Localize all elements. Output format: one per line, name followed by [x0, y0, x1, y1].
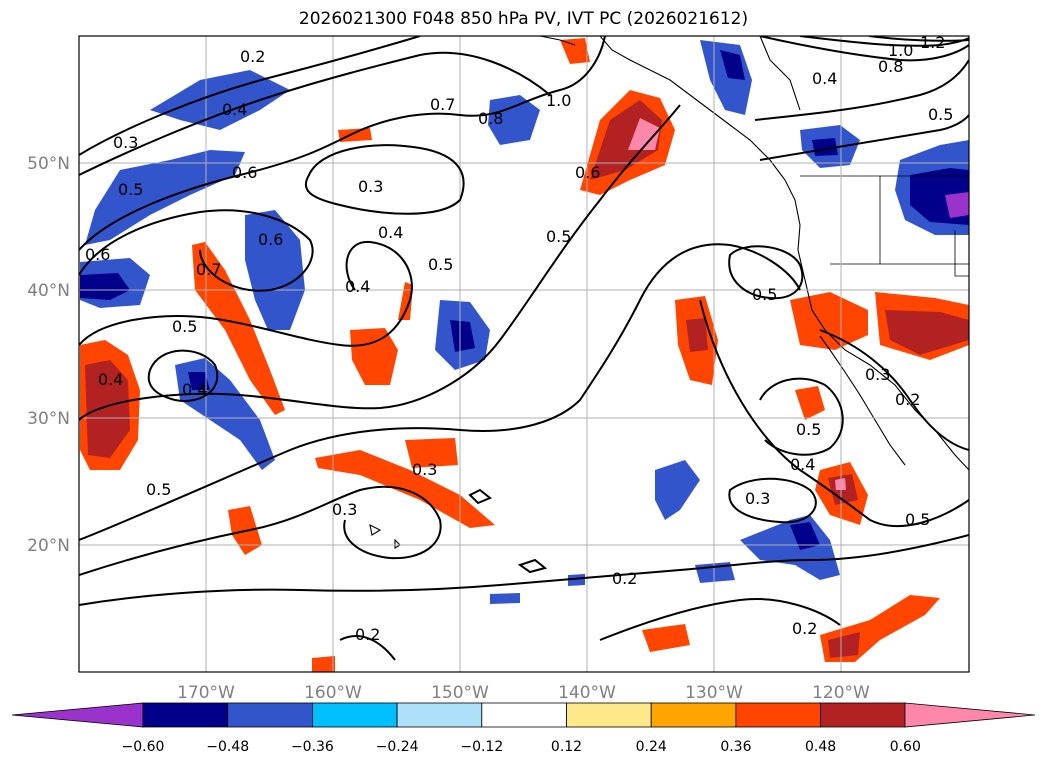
contour-label: 0.5	[752, 285, 777, 304]
contour-label: 0.5	[146, 480, 171, 499]
contour-label: 0.6	[575, 163, 600, 182]
latitude-axis: 50°N 40°N 30°N 20°N	[27, 154, 70, 556]
contour-label: 0.5	[796, 420, 821, 439]
contour-label: 0.4	[378, 223, 403, 242]
lat-tick-label: 50°N	[27, 154, 70, 174]
colorbar-segment	[227, 702, 313, 728]
contour-label: 0.4	[98, 370, 123, 389]
contour-label: 0.5	[546, 227, 571, 246]
contour-label: 0.5	[928, 105, 953, 124]
colorbar-tick-label: 0.12	[551, 739, 582, 755]
lon-tick-label: 150°W	[431, 683, 489, 703]
lat-tick-label: 40°N	[27, 281, 70, 301]
contour-label: 0.7	[196, 260, 221, 279]
contour-label: 0.2	[612, 569, 637, 588]
colorbar-segment	[481, 702, 567, 728]
contour-label: 0.5	[118, 180, 143, 199]
colorbar-segment	[566, 702, 652, 728]
contour-label: 0.2	[792, 619, 817, 638]
contour-label: 0.4	[812, 69, 837, 88]
contour-label: 0.4	[222, 100, 247, 119]
colorbar-tick-label: −0.36	[291, 739, 334, 755]
lon-tick-label: 140°W	[558, 683, 616, 703]
colorbar-segment	[735, 702, 822, 728]
longitude-axis: 170°W 160°W 150°W 140°W 130°W 120°W	[177, 683, 870, 703]
colorbar-tick-label: −0.48	[206, 739, 249, 755]
contour-label: 0.3	[113, 133, 138, 152]
contour-label-set: 0.2 0.3 0.4 0.5 0.6 0.7 0.8 1.0 0.3 0.4 …	[85, 33, 953, 644]
lon-tick-label: 160°W	[304, 683, 362, 703]
contour-label: 0.8	[478, 109, 503, 128]
colorbar-segment	[820, 702, 906, 728]
contour-label: 0.5	[905, 510, 930, 529]
contour-label: 0.4	[182, 380, 207, 399]
plot-frame	[78, 35, 970, 673]
coastlines	[369, 36, 969, 549]
colorbar-segment	[11, 702, 144, 728]
contour-label: 0.5	[428, 255, 453, 274]
colorbar-tick-label: 0.60	[890, 739, 921, 755]
colorbar-tick-label: 0.36	[720, 739, 751, 755]
colorbar-segment	[311, 702, 398, 728]
colorbar-segment	[650, 702, 737, 728]
colorbar-tick-label: −0.60	[122, 739, 165, 755]
lat-tick-label: 20°N	[27, 536, 70, 556]
contour-label: 0.6	[85, 245, 110, 264]
lon-tick-label: 170°W	[177, 683, 235, 703]
gridlines	[79, 36, 969, 672]
colorbar-segment	[904, 702, 1036, 728]
contour-label: 1.2	[920, 33, 945, 52]
colorbar-segment	[142, 702, 229, 728]
colorbar-ticks: −0.60 −0.48 −0.36 −0.24 −0.12 0.12 0.24 …	[122, 739, 921, 755]
contour-label: 0.2	[240, 47, 265, 66]
colorbar-tick-label: −0.12	[460, 739, 503, 755]
contour-label: 0.3	[358, 177, 383, 196]
contour-label: 0.6	[232, 163, 257, 182]
contour-label: 0.3	[412, 460, 437, 479]
contour-label: 0.5	[172, 317, 197, 336]
contour-label: 0.6	[258, 230, 283, 249]
map-plot: 0.2 0.3 0.4 0.5 0.6 0.7 0.8 1.0 0.3 0.4 …	[79, 33, 969, 672]
contour-label: 1.0	[546, 91, 571, 110]
contour-label: 0.7	[430, 95, 455, 114]
contour-label: 0.3	[745, 489, 770, 508]
pv-negative-shading	[80, 40, 969, 604]
lon-tick-label: 120°W	[812, 683, 870, 703]
colorbar	[11, 702, 1036, 728]
contour-label: 0.2	[355, 625, 380, 644]
contour-label: 0.4	[790, 455, 815, 474]
contour-label: 0.4	[345, 277, 370, 296]
colorbar-segment	[396, 702, 483, 728]
contour-label: 0.3	[865, 365, 890, 384]
colorbar-tick-label: 0.48	[805, 739, 836, 755]
contour-label: 0.8	[878, 57, 903, 76]
contour-label: 0.3	[332, 500, 357, 519]
contour-label: 1.0	[888, 41, 913, 60]
map-title: 2026021300 F048 850 hPa PV, IVT PC (2026…	[298, 9, 749, 29]
political-borders	[800, 175, 969, 277]
lon-tick-label: 130°W	[685, 683, 743, 703]
lat-tick-label: 30°N	[27, 409, 70, 429]
ivt-contours	[79, 36, 969, 661]
colorbar-tick-label: 0.24	[636, 739, 667, 755]
contour-label: 0.2	[895, 390, 920, 409]
colorbar-tick-label: −0.24	[376, 739, 419, 755]
